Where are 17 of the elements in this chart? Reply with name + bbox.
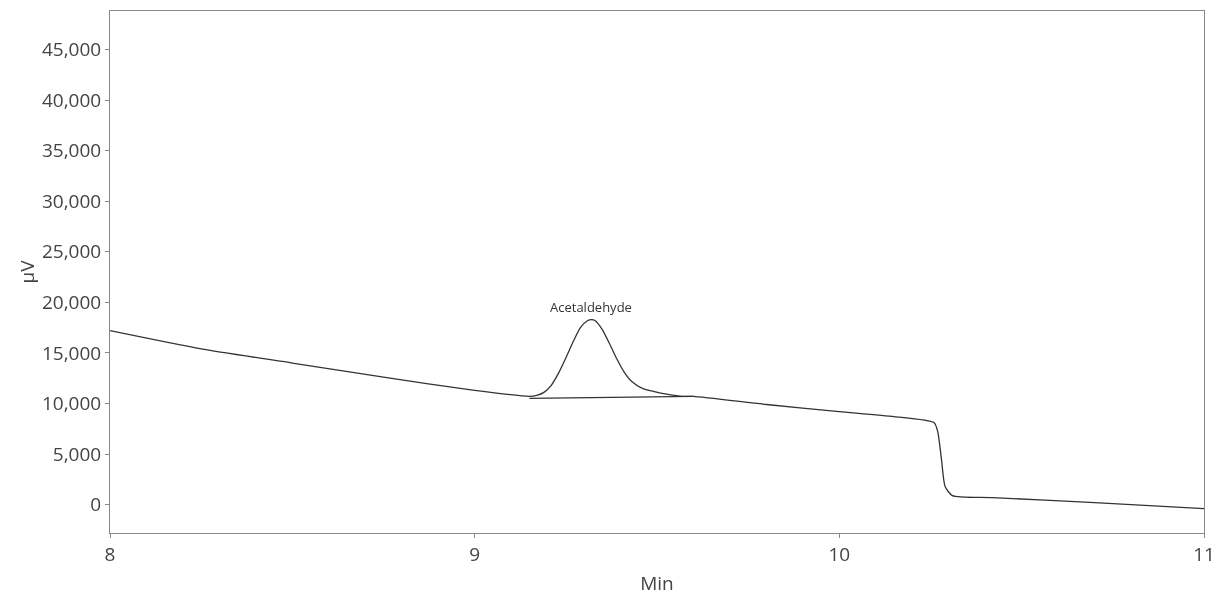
x-tick-label: 9 (469, 540, 481, 567)
x-tick-label: 11 (1193, 540, 1215, 567)
annotation: Acetaldehyde (550, 298, 632, 316)
y-tick-label: 20,000 (41, 289, 102, 315)
x-tick-label: 10 (828, 540, 851, 567)
y-tick-label: 30,000 (41, 187, 102, 214)
y-tick-label: 45,000 (41, 36, 102, 63)
y-tick-label: 25,000 (41, 238, 102, 265)
y-tick-label: 5,000 (52, 440, 102, 467)
x-tick-label: 8 (104, 540, 116, 567)
y-tick-label: 40,000 (41, 86, 102, 113)
y-tick-label: 10,000 (41, 390, 102, 417)
y-axis-title: µV (13, 259, 40, 284)
y-tick-label: 35,000 (41, 137, 102, 164)
y-tick-label: 15,000 (41, 339, 102, 366)
x-axis-title: Min (640, 570, 674, 596)
y-tick-label: 0 (90, 491, 102, 518)
